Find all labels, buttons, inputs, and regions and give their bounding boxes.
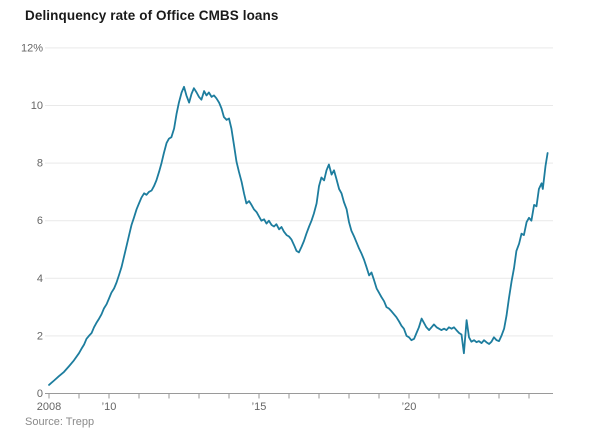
y-axis-tick-label: 2: [37, 330, 43, 342]
x-axis-tick-label: ’20: [402, 401, 417, 413]
chart-title: Delinquency rate of Office CMBS loans: [25, 8, 279, 23]
source-note: Source: Trepp: [25, 416, 95, 428]
x-axis-tick-label: 2008: [37, 401, 61, 413]
y-axis-tick-label: 6: [37, 215, 43, 227]
delinquency-rate-line: [48, 85, 549, 386]
x-axis-tick-label: ’10: [102, 401, 117, 413]
y-axis-tick-label: 8: [37, 158, 43, 170]
y-axis-tick-label: 12%: [21, 42, 43, 54]
y-axis-tick-label: 0: [37, 388, 43, 400]
y-axis-tick-label: 10: [31, 100, 43, 112]
x-axis-tick-label: ’15: [252, 401, 267, 413]
y-axis-tick-label: 4: [37, 273, 43, 285]
